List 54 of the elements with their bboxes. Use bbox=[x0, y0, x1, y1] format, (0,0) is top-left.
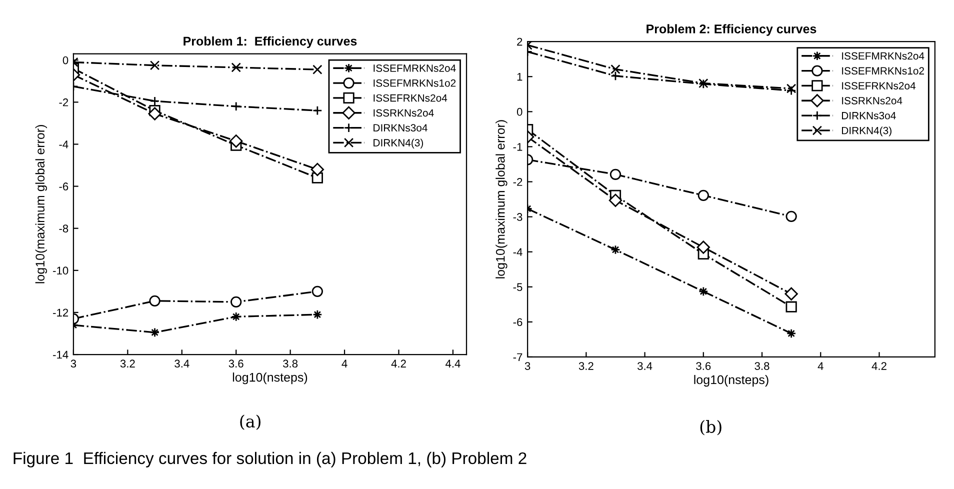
x-tick-label: 4 bbox=[342, 360, 348, 368]
y-axis-title: log10(maximum global error) bbox=[35, 125, 47, 284]
y-tick-label: -6 bbox=[59, 182, 68, 190]
x-axis-title: log10(nsteps) bbox=[232, 372, 308, 384]
y-tick-label: 1 bbox=[517, 72, 522, 81]
y-tick-label: -1 bbox=[513, 143, 522, 151]
legend-label: ISSEFRKNs2o4 bbox=[842, 82, 916, 90]
text: (a) bbox=[240, 414, 260, 430]
x-axis-title: log10(nsteps) bbox=[694, 374, 768, 387]
legend-label: ISSEFMRKNs2o4 bbox=[374, 64, 456, 72]
y-tick-label: -4 bbox=[59, 140, 68, 148]
x-tick-label: 3.2 bbox=[578, 362, 594, 370]
x-tick-label: 3.4 bbox=[174, 360, 190, 368]
chart-title: Problem 1: Efficiency curves bbox=[184, 36, 357, 48]
legend-label: ISSRKNs2o4 bbox=[374, 109, 434, 117]
text: (b) bbox=[700, 420, 722, 436]
x-tick-label: 3.8 bbox=[754, 362, 770, 370]
caption: Figure 1 Efficiency curves for solution in (a) Problem 1, (b) Problem 2 bbox=[14, 452, 526, 468]
legend-label: DIRKNs3o4 bbox=[374, 124, 428, 132]
y-tick-label: -12 bbox=[53, 308, 68, 316]
x-tick-label: 3.2 bbox=[120, 360, 135, 368]
y-tick-label: -5 bbox=[513, 283, 522, 292]
x-tick-label: 4.2 bbox=[872, 362, 886, 370]
x-tick-label: 3.8 bbox=[283, 360, 298, 368]
x-tick-label: 3.6 bbox=[228, 360, 244, 368]
x-tick-label: 3 bbox=[70, 360, 76, 368]
y-tick-label: -4 bbox=[513, 248, 522, 256]
legend-label: ISSEFMRKNs2o4 bbox=[842, 52, 924, 60]
y-tick-label: -14 bbox=[53, 350, 68, 359]
y-tick-label: 2 bbox=[517, 38, 522, 46]
legend-label: DIRKN4(3) bbox=[374, 138, 424, 149]
y-tick-label: -10 bbox=[53, 266, 68, 275]
legend-label: ISSEFRKNs2o4 bbox=[374, 94, 448, 102]
x-tick-label: 3 bbox=[524, 362, 530, 370]
y-tick-label: 0 bbox=[62, 56, 68, 64]
x-tick-label: 4.2 bbox=[391, 360, 406, 368]
x-tick-label: 4.4 bbox=[445, 360, 460, 368]
legend-label: ISSEFMRKNs1o2 bbox=[842, 67, 924, 75]
legend-label: DIRKN4(3) bbox=[842, 126, 892, 136]
y-tick-label: -2 bbox=[59, 98, 68, 106]
y-axis-title: log10(maximum global error) bbox=[496, 120, 508, 278]
y-tick-label: -2 bbox=[513, 178, 522, 186]
x-tick-label: 3.4 bbox=[637, 362, 652, 370]
legend-label: ISSRKNs2o4 bbox=[842, 97, 902, 104]
x-tick-label: 4 bbox=[818, 362, 824, 370]
y-tick-label: -6 bbox=[513, 318, 522, 326]
legend-label: ISSEFMRKNs1o2 bbox=[374, 79, 456, 87]
chart-title: Problem 2: Efficiency curves bbox=[646, 24, 816, 36]
y-tick-label: -8 bbox=[59, 224, 68, 232]
y-tick-label: -3 bbox=[513, 213, 522, 221]
y-tick-label: -7 bbox=[513, 353, 522, 361]
y-tick-label: 0 bbox=[516, 108, 522, 116]
legend-label: DIRKNs3o4 bbox=[842, 112, 896, 120]
x-tick-label: 3.6 bbox=[696, 362, 711, 370]
